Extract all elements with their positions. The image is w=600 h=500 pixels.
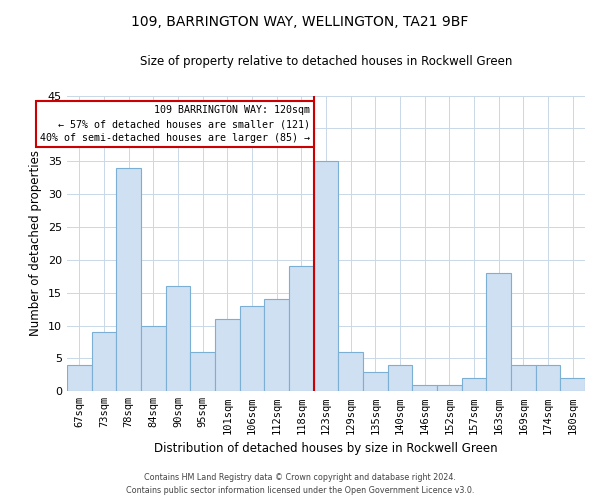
Bar [116, 168, 141, 392]
Bar [363, 372, 388, 392]
Bar [67, 365, 92, 392]
Bar [511, 365, 536, 392]
Bar [166, 286, 190, 392]
Bar [92, 332, 116, 392]
Title: Size of property relative to detached houses in Rockwell Green: Size of property relative to detached ho… [140, 55, 512, 68]
Bar [412, 384, 437, 392]
Bar [560, 378, 585, 392]
Bar [141, 326, 166, 392]
Bar [239, 306, 264, 392]
Text: 109 BARRINGTON WAY: 120sqm
← 57% of detached houses are smaller (121)
40% of sem: 109 BARRINGTON WAY: 120sqm ← 57% of deta… [40, 106, 310, 144]
Bar [388, 365, 412, 392]
Bar [190, 352, 215, 392]
Bar [338, 352, 363, 392]
Text: 109, BARRINGTON WAY, WELLINGTON, TA21 9BF: 109, BARRINGTON WAY, WELLINGTON, TA21 9B… [131, 15, 469, 29]
Y-axis label: Number of detached properties: Number of detached properties [29, 150, 43, 336]
Bar [461, 378, 487, 392]
X-axis label: Distribution of detached houses by size in Rockwell Green: Distribution of detached houses by size … [154, 442, 498, 455]
Bar [215, 319, 239, 392]
Bar [487, 273, 511, 392]
Bar [536, 365, 560, 392]
Bar [264, 300, 289, 392]
Text: Contains HM Land Registry data © Crown copyright and database right 2024.
Contai: Contains HM Land Registry data © Crown c… [126, 474, 474, 495]
Bar [437, 384, 461, 392]
Bar [314, 162, 338, 392]
Bar [289, 266, 314, 392]
